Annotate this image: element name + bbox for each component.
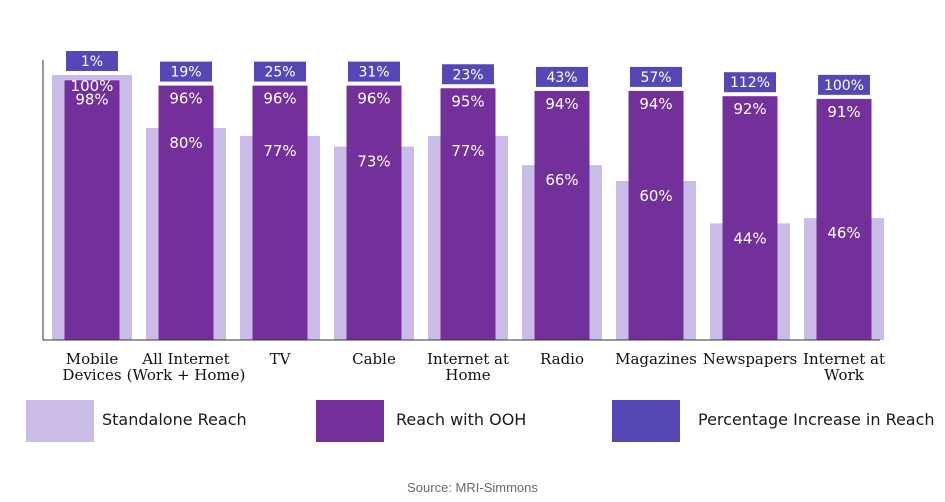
bar-reach-with-ooh [158,85,214,340]
bar-reach-with-ooh [440,88,496,340]
label-standalone-reach: 77% [451,142,484,160]
label-reach-with-ooh: 91% [827,103,860,121]
bar-reach-with-ooh [64,80,120,341]
label-reach-with-ooh: 96% [169,90,202,108]
bar-reach-with-ooh [252,85,308,340]
label-reach-with-ooh: 96% [263,90,296,108]
legend-label-percentage-increase: Percentage Increase in Reach [698,410,935,429]
label-standalone-reach: 66% [545,171,578,189]
legend-label-reach-with-ooh: Reach with OOH [396,410,527,429]
category-label: All Internet (Work + Home) [127,350,246,384]
increase-box [160,61,212,82]
category-label: TV [270,350,292,368]
bar-reach-with-ooh [628,90,684,341]
legend-swatch-reach-with-ooh [316,400,384,442]
label-percentage-increase: 112% [730,75,770,91]
label-reach-with-ooh: 92% [733,100,766,118]
legend: Standalone Reach Reach with OOH Percenta… [0,400,945,442]
category-label: Cable [352,350,396,368]
label-standalone-reach: 100% [71,77,114,95]
label-percentage-increase: 31% [358,65,389,81]
label-standalone-reach: 60% [639,187,672,205]
label-percentage-increase: 23% [452,67,483,83]
label-reach-with-ooh: 94% [639,95,672,113]
legend-label-standalone-reach: Standalone Reach [102,410,247,429]
increase-box [724,72,776,93]
legend-swatch-standalone-reach [26,400,94,442]
category-label: Internet at Work [803,350,885,384]
label-reach-with-ooh: 96% [357,90,390,108]
label-standalone-reach: 80% [169,134,202,152]
label-reach-with-ooh: 95% [451,92,484,110]
bar-reach-with-ooh [816,98,872,340]
label-standalone-reach: 46% [827,224,860,242]
increase-box [348,61,400,82]
bar-reach-with-ooh [534,90,590,341]
bar-reach-with-ooh [722,96,778,340]
label-percentage-increase: 25% [264,65,295,81]
label-percentage-increase: 19% [170,65,201,81]
increase-box [254,61,306,82]
label-percentage-increase: 100% [824,78,864,94]
label-percentage-increase: 1% [81,54,103,70]
category-label: Internet at Home [427,350,509,384]
increase-box [630,66,682,87]
label-reach-with-ooh: 94% [545,95,578,113]
label-standalone-reach: 44% [733,229,766,247]
label-reach-with-ooh: 98% [75,90,108,108]
category-label: Mobile Devices [62,350,121,384]
bar-reach-with-ooh [346,85,402,340]
legend-swatch-percentage-increase [612,400,680,442]
increase-box [536,66,588,87]
source-note: Source: MRI-Simmons [407,480,538,495]
category-label: Newspapers [703,350,797,368]
increase-box [66,51,118,71]
label-percentage-increase: 57% [640,70,671,86]
label-percentage-increase: 43% [546,70,577,86]
increase-box [818,74,870,95]
label-standalone-reach: 77% [263,142,296,160]
category-label: Radio [540,350,584,368]
category-label: Magazines [615,350,697,368]
label-standalone-reach: 73% [357,153,390,171]
increase-box [442,64,494,85]
